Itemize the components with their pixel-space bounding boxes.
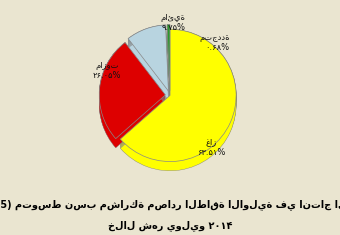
- Wedge shape: [167, 27, 170, 93]
- Wedge shape: [167, 30, 170, 96]
- Wedge shape: [99, 47, 165, 143]
- Wedge shape: [99, 47, 165, 143]
- Wedge shape: [99, 44, 165, 141]
- Wedge shape: [120, 29, 236, 161]
- Wedge shape: [167, 27, 170, 93]
- Wedge shape: [120, 32, 236, 164]
- Wedge shape: [99, 45, 165, 141]
- Wedge shape: [167, 25, 170, 91]
- Wedge shape: [128, 28, 168, 94]
- Text: مازوت
۲۶.۰۵%: مازوت ۲۶.۰۵%: [93, 61, 121, 80]
- Wedge shape: [167, 33, 170, 99]
- Wedge shape: [99, 43, 165, 139]
- Wedge shape: [128, 25, 168, 91]
- Wedge shape: [128, 25, 168, 91]
- Wedge shape: [120, 35, 236, 167]
- Wedge shape: [167, 29, 170, 95]
- Wedge shape: [120, 35, 236, 168]
- Wedge shape: [167, 28, 170, 94]
- Wedge shape: [99, 48, 165, 145]
- Wedge shape: [99, 43, 165, 139]
- Wedge shape: [167, 25, 170, 91]
- Wedge shape: [128, 31, 168, 97]
- Wedge shape: [167, 25, 170, 91]
- Wedge shape: [120, 36, 236, 169]
- Wedge shape: [120, 36, 236, 168]
- Wedge shape: [120, 29, 236, 161]
- Wedge shape: [120, 33, 236, 165]
- Text: مائية
۹.۷۵%: مائية ۹.۷۵%: [161, 13, 186, 32]
- Wedge shape: [128, 26, 168, 92]
- Wedge shape: [99, 52, 165, 148]
- Text: خلال شهر يوليو ۲۰۱۴: خلال شهر يوليو ۲۰۱۴: [108, 220, 232, 231]
- Wedge shape: [99, 46, 165, 142]
- Wedge shape: [128, 31, 168, 98]
- Text: غاز
۶۳.۵۱%: غاز ۶۳.۵۱%: [197, 137, 225, 157]
- Wedge shape: [99, 51, 165, 147]
- Wedge shape: [128, 27, 168, 94]
- Wedge shape: [120, 33, 236, 165]
- Wedge shape: [99, 43, 165, 139]
- Wedge shape: [128, 30, 168, 96]
- Wedge shape: [167, 29, 170, 95]
- Wedge shape: [128, 26, 168, 92]
- Wedge shape: [128, 33, 168, 99]
- Wedge shape: [120, 31, 236, 164]
- Wedge shape: [128, 30, 168, 96]
- Text: متجددة
۰.۶۸%: متجددة ۰.۶۸%: [199, 33, 230, 52]
- Wedge shape: [167, 26, 170, 92]
- Wedge shape: [120, 31, 236, 163]
- Wedge shape: [99, 44, 165, 140]
- Wedge shape: [120, 34, 236, 166]
- Wedge shape: [120, 37, 236, 169]
- Wedge shape: [120, 39, 236, 171]
- Wedge shape: [120, 30, 236, 162]
- Wedge shape: [167, 32, 170, 98]
- Wedge shape: [99, 50, 165, 146]
- Wedge shape: [128, 34, 168, 100]
- Wedge shape: [128, 27, 168, 93]
- Wedge shape: [99, 51, 165, 147]
- Wedge shape: [99, 48, 165, 144]
- Wedge shape: [167, 33, 170, 99]
- Wedge shape: [99, 49, 165, 145]
- Wedge shape: [167, 31, 170, 97]
- Wedge shape: [128, 29, 168, 95]
- Text: شكل (15) متوسط نسب مشاركة مصادر الطاقة الاولية في انتاج الكهرباء: شكل (15) متوسط نسب مشاركة مصادر الطاقة ا…: [0, 199, 340, 210]
- Wedge shape: [128, 34, 168, 100]
- Wedge shape: [128, 32, 168, 98]
- Wedge shape: [167, 34, 170, 100]
- Wedge shape: [167, 31, 170, 97]
- Wedge shape: [120, 38, 236, 170]
